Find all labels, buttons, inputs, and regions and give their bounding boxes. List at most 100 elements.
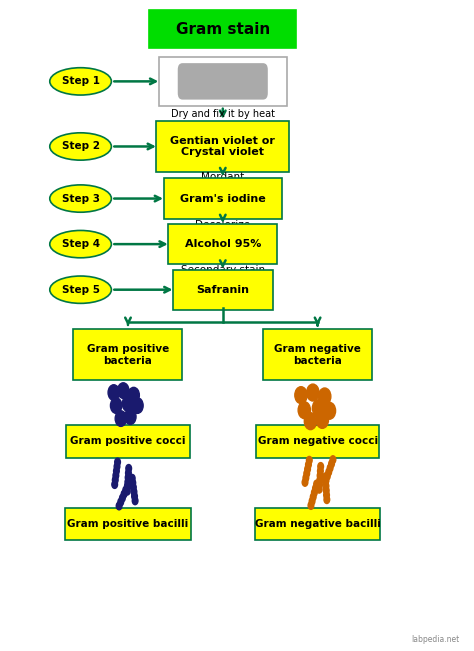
Circle shape	[124, 487, 130, 495]
Circle shape	[118, 383, 129, 398]
Circle shape	[123, 486, 128, 494]
Circle shape	[121, 490, 127, 498]
Text: Gram positive bacilli: Gram positive bacilli	[67, 519, 189, 529]
Circle shape	[324, 491, 329, 499]
Circle shape	[125, 482, 130, 490]
Circle shape	[116, 502, 122, 510]
Circle shape	[330, 456, 336, 464]
FancyBboxPatch shape	[65, 508, 191, 540]
Circle shape	[311, 489, 317, 497]
Text: Safranin: Safranin	[196, 284, 249, 295]
Circle shape	[309, 497, 315, 505]
Circle shape	[307, 456, 312, 464]
FancyBboxPatch shape	[178, 63, 268, 100]
Circle shape	[125, 474, 131, 482]
Circle shape	[326, 468, 332, 476]
Circle shape	[307, 384, 319, 401]
Circle shape	[131, 488, 137, 495]
Circle shape	[318, 467, 323, 475]
Circle shape	[119, 494, 125, 502]
Text: Gram positive
bacteria: Gram positive bacteria	[87, 344, 169, 366]
Circle shape	[132, 492, 137, 500]
Circle shape	[129, 475, 135, 482]
Ellipse shape	[50, 276, 111, 303]
Text: Step 3: Step 3	[62, 193, 100, 204]
Text: Gram negative
bacteria: Gram negative bacteria	[274, 344, 361, 366]
FancyBboxPatch shape	[168, 224, 277, 264]
Circle shape	[318, 463, 324, 471]
FancyBboxPatch shape	[263, 329, 372, 380]
Circle shape	[128, 387, 139, 403]
Circle shape	[314, 480, 319, 488]
Circle shape	[132, 497, 138, 505]
Circle shape	[328, 460, 334, 467]
Circle shape	[323, 477, 329, 484]
Ellipse shape	[50, 68, 111, 95]
FancyBboxPatch shape	[156, 121, 289, 172]
Text: Step 4: Step 4	[62, 239, 100, 249]
Circle shape	[130, 479, 136, 487]
Circle shape	[323, 486, 329, 494]
Circle shape	[118, 498, 124, 506]
Text: Gram negative bacilli: Gram negative bacilli	[255, 519, 381, 529]
Text: Alcohol 95%: Alcohol 95%	[184, 239, 261, 249]
Circle shape	[132, 398, 143, 413]
Text: Step 1: Step 1	[62, 76, 100, 87]
Text: labpedia.net: labpedia.net	[411, 635, 460, 644]
Ellipse shape	[50, 185, 111, 212]
Circle shape	[126, 469, 131, 477]
Circle shape	[125, 478, 131, 486]
Circle shape	[312, 400, 325, 417]
Circle shape	[325, 473, 330, 480]
Circle shape	[305, 465, 310, 473]
Circle shape	[302, 478, 308, 486]
FancyBboxPatch shape	[66, 425, 190, 458]
Circle shape	[317, 476, 323, 484]
Text: Decolorize: Decolorize	[195, 219, 250, 230]
Circle shape	[313, 484, 319, 492]
Circle shape	[115, 458, 120, 466]
Circle shape	[323, 482, 329, 490]
Text: Gentian violet or
Crystal violet: Gentian violet or Crystal violet	[170, 135, 275, 158]
Text: Gram stain: Gram stain	[176, 21, 270, 37]
Circle shape	[304, 469, 310, 477]
Text: Mordant: Mordant	[201, 172, 245, 182]
Circle shape	[295, 387, 307, 404]
Text: Dry and fix it by heat: Dry and fix it by heat	[171, 109, 275, 119]
Text: Gram negative cocci: Gram negative cocci	[257, 436, 378, 447]
Circle shape	[308, 501, 314, 509]
Circle shape	[298, 402, 310, 419]
Circle shape	[108, 385, 119, 400]
FancyBboxPatch shape	[164, 178, 282, 219]
FancyBboxPatch shape	[173, 270, 273, 310]
Circle shape	[114, 467, 119, 475]
Circle shape	[115, 411, 127, 426]
Circle shape	[322, 473, 328, 481]
FancyBboxPatch shape	[73, 329, 182, 380]
Circle shape	[126, 465, 132, 473]
Ellipse shape	[50, 133, 111, 160]
Circle shape	[327, 464, 333, 472]
Text: Gram positive cocci: Gram positive cocci	[70, 436, 186, 447]
Circle shape	[112, 480, 118, 488]
Circle shape	[110, 398, 122, 413]
Ellipse shape	[50, 230, 111, 258]
Circle shape	[306, 461, 311, 469]
FancyBboxPatch shape	[159, 57, 287, 106]
Circle shape	[114, 463, 120, 471]
Circle shape	[323, 402, 336, 419]
Circle shape	[319, 388, 331, 405]
Text: Secondary stain: Secondary stain	[181, 265, 265, 275]
Circle shape	[324, 495, 330, 503]
FancyBboxPatch shape	[256, 425, 379, 458]
Circle shape	[323, 478, 328, 486]
FancyBboxPatch shape	[149, 10, 296, 48]
Circle shape	[303, 474, 309, 482]
Circle shape	[112, 476, 118, 484]
Circle shape	[317, 480, 322, 488]
Circle shape	[310, 493, 316, 501]
Circle shape	[125, 482, 130, 490]
Circle shape	[122, 396, 134, 411]
Circle shape	[125, 409, 136, 424]
Circle shape	[130, 484, 136, 492]
